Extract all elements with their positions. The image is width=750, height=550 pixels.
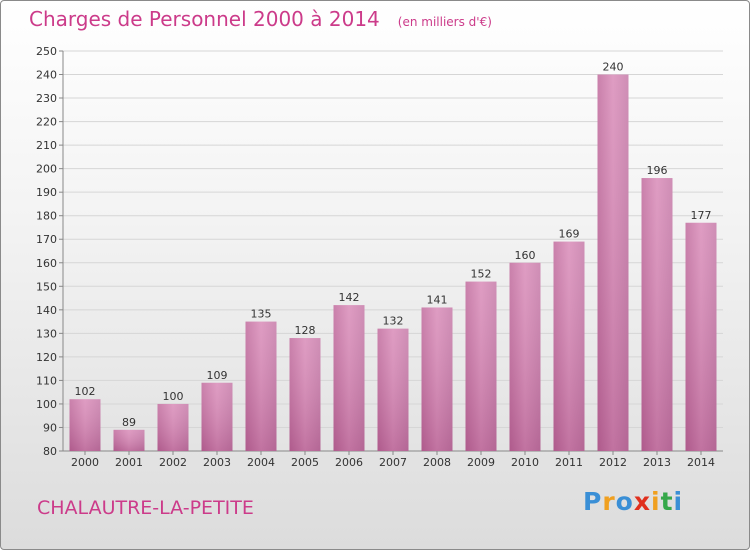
commune-name: CHALAUTRE-LA-PETITE	[37, 497, 254, 519]
bar-shade	[509, 262, 541, 451]
bar-shade	[201, 382, 233, 451]
y-tick-label: 200	[36, 163, 57, 176]
chart-title: Charges de Personnel 2000 à 2014 (en mill…	[29, 7, 492, 31]
x-tick-label: 2012	[599, 456, 627, 469]
bar-value-label: 142	[339, 291, 360, 304]
bar-shade	[333, 305, 365, 451]
bar-shade	[685, 222, 717, 451]
bar-shade	[465, 281, 497, 451]
logo-letter: i	[673, 487, 684, 516]
logo-letter: P	[583, 487, 603, 516]
y-tick-label: 220	[36, 116, 57, 129]
y-tick-label: 130	[36, 327, 57, 340]
bar-value-label: 132	[383, 315, 404, 328]
bar-value-label: 240	[603, 61, 624, 74]
y-tick-label: 160	[36, 257, 57, 270]
bar-value-label: 128	[295, 324, 316, 337]
x-tick-label: 2003	[203, 456, 231, 469]
bar-shade	[289, 338, 321, 451]
y-tick-label: 230	[36, 92, 57, 105]
bar-value-label: 141	[427, 293, 448, 306]
bar-shade	[113, 429, 145, 451]
bar-value-label: 177	[691, 209, 712, 222]
y-tick-label: 180	[36, 210, 57, 223]
x-tick-label: 2004	[247, 456, 275, 469]
y-tick-label: 170	[36, 233, 57, 246]
bar-shade	[157, 403, 189, 451]
y-tick-label: 190	[36, 186, 57, 199]
bar-value-label: 169	[559, 228, 580, 241]
y-tick-label: 150	[36, 280, 57, 293]
bar-value-label: 160	[515, 249, 536, 262]
bar-value-label: 89	[122, 416, 136, 429]
bar-shade	[553, 241, 585, 451]
bar-value-label: 196	[647, 164, 668, 177]
y-tick-label: 100	[36, 398, 57, 411]
x-tick-label: 2010	[511, 456, 539, 469]
logo-letter: r	[602, 487, 616, 516]
bar-value-label: 135	[251, 308, 272, 321]
y-tick-label: 140	[36, 304, 57, 317]
y-tick-label: 120	[36, 351, 57, 364]
x-tick-label: 2009	[467, 456, 495, 469]
bar-shade	[377, 328, 409, 451]
y-tick-label: 240	[36, 69, 57, 82]
x-tick-label: 2001	[115, 456, 143, 469]
bar-shade	[421, 307, 453, 451]
x-tick-label: 2013	[643, 456, 671, 469]
chart-subtitle: (en milliers d'€)	[397, 15, 492, 29]
bar-value-label: 102	[75, 385, 96, 398]
x-tick-label: 2005	[291, 456, 319, 469]
x-tick-label: 2011	[555, 456, 583, 469]
y-tick-label: 110	[36, 374, 57, 387]
y-tick-label: 250	[36, 45, 57, 58]
bar-value-label: 100	[163, 390, 184, 403]
x-tick-label: 2006	[335, 456, 363, 469]
proxiti-logo: Proxiti	[583, 487, 683, 516]
bar-value-label: 152	[471, 268, 492, 281]
x-tick-label: 2007	[379, 456, 407, 469]
logo-letter: i	[651, 487, 661, 516]
logo-letter: t	[660, 487, 674, 516]
x-tick-label: 2014	[687, 456, 715, 469]
title-text: Charges de Personnel 2000 à 2014	[29, 7, 380, 31]
logo-letter: o	[615, 487, 634, 516]
bar-shade	[245, 321, 277, 451]
bar-shade	[69, 399, 101, 451]
logo-letter: x	[633, 487, 651, 516]
bar-value-label: 109	[207, 369, 228, 382]
bar-shade	[597, 74, 629, 451]
y-tick-label: 90	[43, 421, 57, 434]
y-tick-label: 80	[43, 445, 57, 458]
y-tick-label: 210	[36, 139, 57, 152]
x-tick-label: 2000	[71, 456, 99, 469]
bar-shade	[641, 178, 673, 451]
x-tick-label: 2008	[423, 456, 451, 469]
x-tick-label: 2002	[159, 456, 187, 469]
